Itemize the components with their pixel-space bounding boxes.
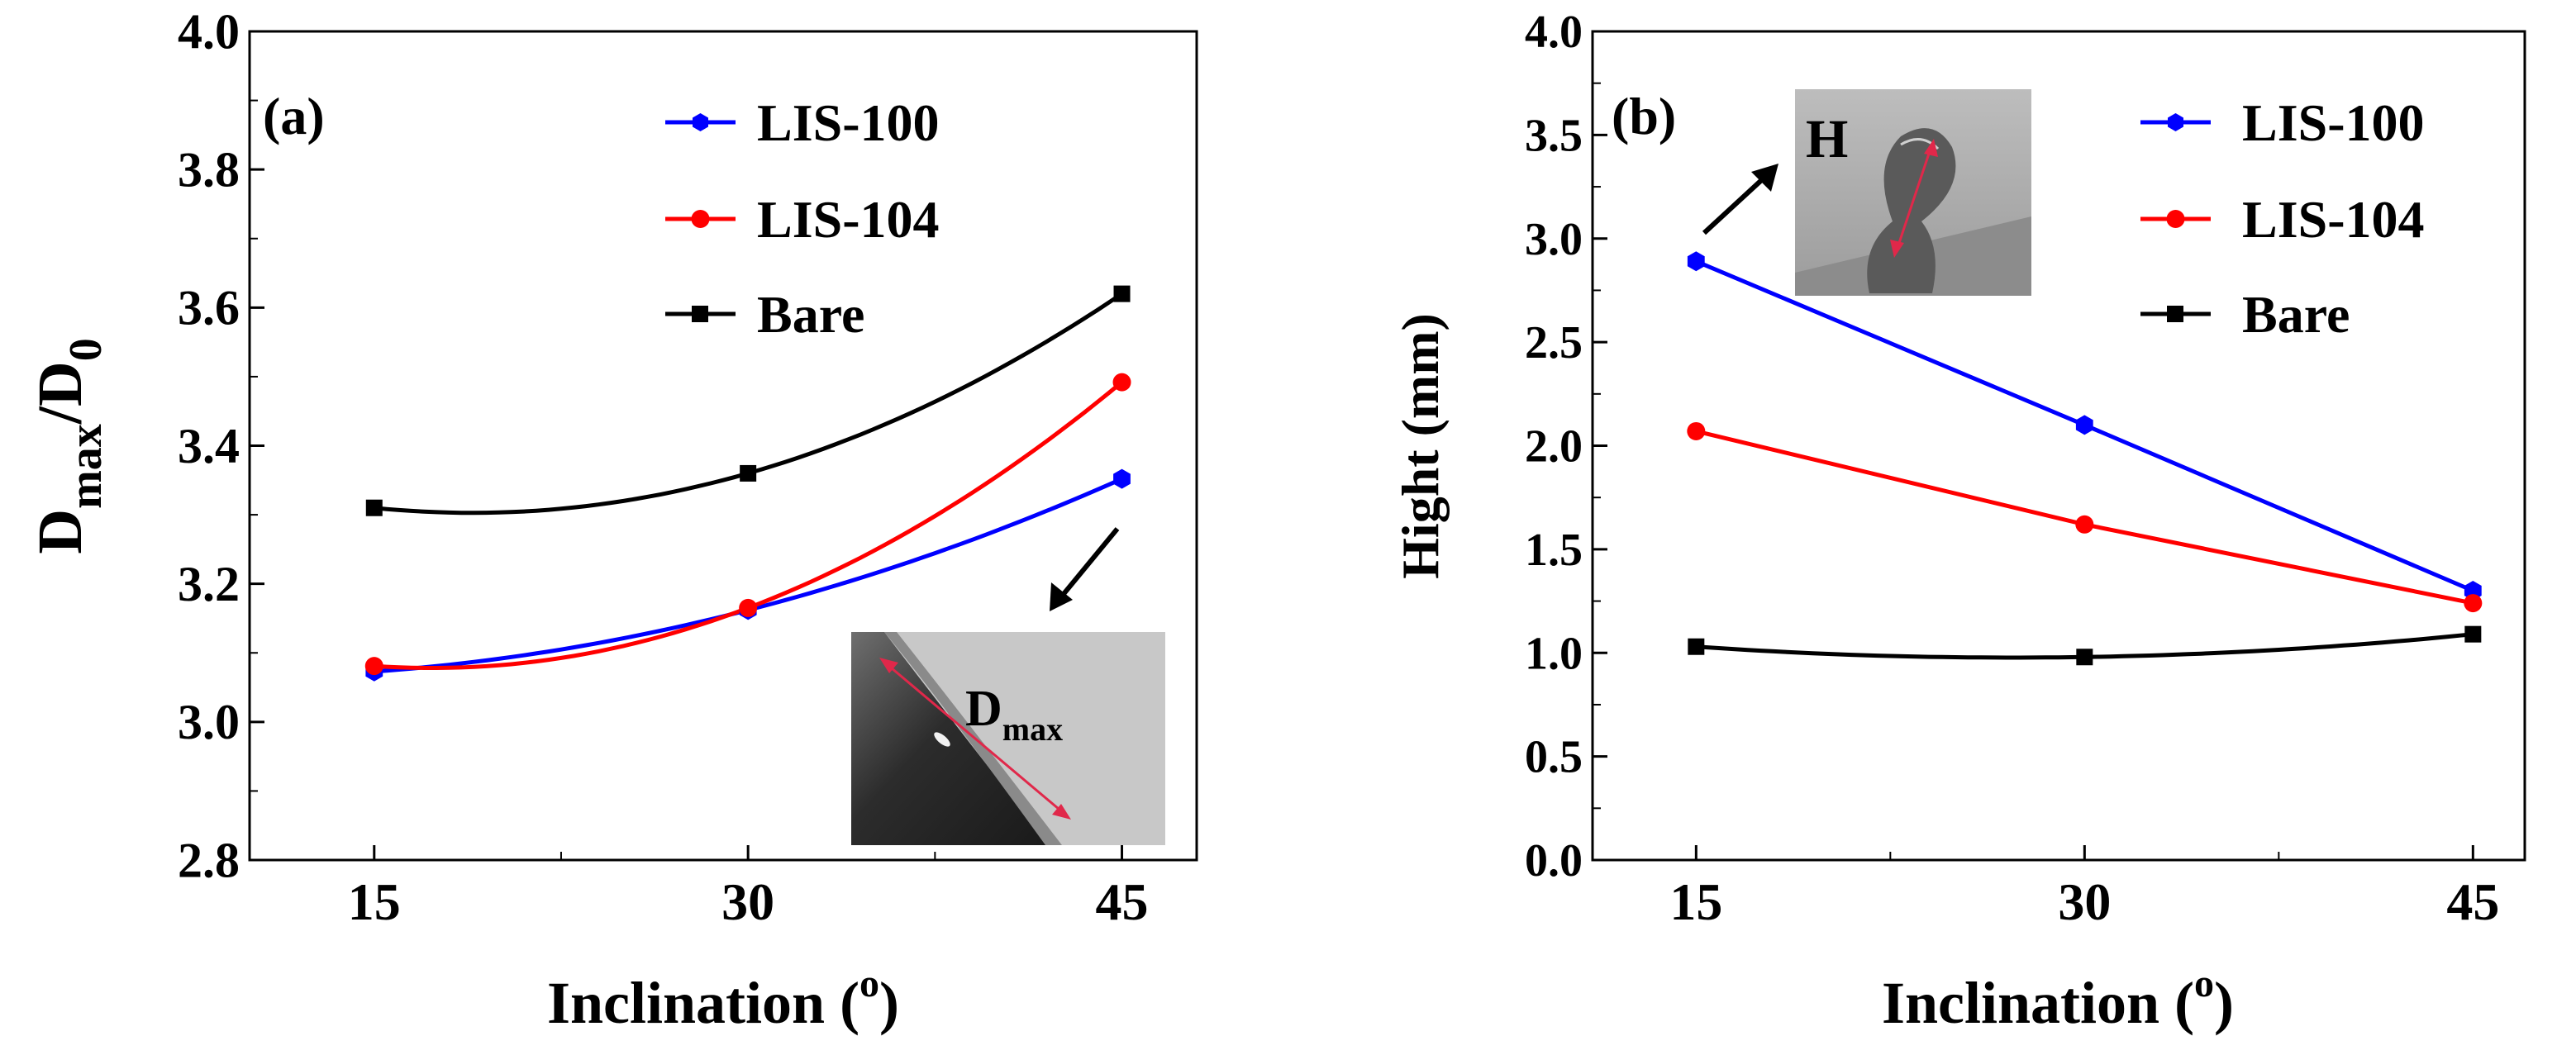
y-tick-label: 2.8 [178, 833, 240, 887]
panel-b-frame [1591, 30, 2526, 862]
y-tick-label: 3.8 [178, 143, 240, 197]
legend-a-marker-lis100 [693, 113, 708, 131]
data-point-lis-104 [364, 657, 383, 676]
panel-a-ticks: 2.8 3.0 3.2 3.4 3.6 3.8 4.0 15 30 45 [178, 4, 1149, 931]
y-tick-label: 3.4 [178, 419, 240, 473]
panel-b-markers [1687, 251, 2483, 666]
data-point-bare [2076, 649, 2093, 666]
inset-droplet-shadow [851, 632, 1050, 845]
h-arrowhead-bottom [1890, 240, 1904, 258]
h-arrow [1896, 148, 1932, 249]
inset-a-label: Dmax [965, 681, 1063, 748]
legend-b-label-lis100: LIS-100 [2242, 93, 2425, 152]
legend-b-marker-lis104 [2166, 210, 2185, 228]
h-arrowhead-top [1924, 139, 1938, 157]
data-point-lis-104 [2464, 594, 2483, 613]
panel-a-xlabel: Inclination (o) [547, 962, 899, 1036]
y-tick-label: 4.0 [1525, 7, 1583, 58]
data-point-lis-104 [739, 598, 758, 617]
panel-b-legend: LIS-100 LIS-104 Bare [2140, 93, 2425, 344]
data-point-bare [365, 499, 383, 516]
x-tick-label: 45 [2446, 872, 2499, 931]
panel-a: 2.8 3.0 3.2 3.4 3.6 3.8 4.0 15 30 45 Dmax [26, 4, 1198, 1036]
y-tick-label: 3.6 [178, 281, 240, 335]
inset-b-label: H [1806, 109, 1848, 169]
panel-a-ylabel: Dmax/D0 [26, 338, 112, 554]
legend-b-marker-bare [2167, 306, 2183, 322]
data-point-bare [740, 464, 757, 482]
panel-a-legend: LIS-100 LIS-104 Bare [665, 93, 940, 344]
legend-a-label-lis100: LIS-100 [757, 93, 940, 152]
x-tick-label: 30 [2058, 872, 2111, 931]
data-point-lis-104 [2075, 515, 2094, 534]
y-tick-label: 4.0 [178, 4, 240, 59]
dmax-arrowhead-end [1052, 804, 1071, 820]
y-tick-label: 3.5 [1525, 110, 1583, 161]
y-tick-label: 3.2 [178, 557, 240, 611]
x-tick-label: 45 [1096, 872, 1149, 931]
legend-b-marker-lis100 [2168, 113, 2183, 131]
inset-b-droplet [1867, 128, 1956, 293]
dmax-arrow [885, 662, 1065, 815]
legend-a-marker-lis104 [691, 210, 710, 228]
data-point-lis-100 [1687, 251, 1705, 272]
panel-b-ylabel: Hight (mm) [1391, 313, 1450, 579]
y-tick-label: 0.5 [1525, 732, 1583, 783]
panel-b-ticks: 0.0 0.5 1.0 1.5 2.0 2.5 3.0 3.5 4.0 15 30 45 [1525, 7, 2499, 931]
panel-b-inset-photo: H [1795, 89, 2031, 296]
y-tick-label: 2.0 [1525, 421, 1583, 473]
y-tick-label: 3.0 [1525, 214, 1583, 265]
x-tick-label: 30 [721, 872, 774, 931]
y-tick-label: 1.0 [1525, 628, 1583, 679]
data-point-lis-100 [1113, 468, 1131, 489]
legend-a-label-bare: Bare [757, 285, 864, 344]
panel-b-xlabel: Inclination (o) [1882, 962, 2234, 1036]
legend-b-label-lis104: LIS-104 [2242, 190, 2425, 249]
data-point-bare [1688, 638, 1705, 655]
x-tick-label: 15 [1669, 872, 1722, 931]
legend-b-label-bare: Bare [2242, 285, 2350, 344]
panel-b-label: (b) [1612, 87, 1676, 145]
inset-droplet-edge [884, 632, 1062, 845]
data-point-bare [1113, 285, 1131, 302]
panel-a-frame [248, 30, 1198, 862]
panel-a-inset-pointer [1050, 527, 1120, 611]
legend-a-label-lis104: LIS-104 [757, 190, 940, 249]
y-tick-label: 1.5 [1525, 525, 1583, 576]
panel-a-label: (a) [263, 87, 325, 145]
panel-b-inset-pointer [1702, 164, 1778, 235]
data-point-lis-104 [1112, 373, 1131, 392]
panel-b-series-lines [1695, 259, 2474, 660]
dmax-arrowhead-start [879, 658, 898, 673]
x-tick-label: 15 [348, 872, 401, 931]
y-tick-label: 3.0 [178, 695, 240, 749]
panel-a-inset-photo: Dmax [851, 632, 1165, 845]
inset-highlight [934, 732, 950, 747]
legend-a-marker-bare [692, 306, 708, 322]
y-tick-label: 2.5 [1525, 317, 1583, 368]
panel-a-markers [364, 285, 1131, 682]
panel-b: 0.0 0.5 1.0 1.5 2.0 2.5 3.0 3.5 4.0 15 30 45 H [1391, 7, 2526, 1036]
data-point-bare [2464, 625, 2482, 643]
data-point-lis-100 [2075, 415, 2093, 435]
y-tick-label: 0.0 [1525, 835, 1583, 886]
data-point-lis-104 [1687, 421, 1706, 440]
